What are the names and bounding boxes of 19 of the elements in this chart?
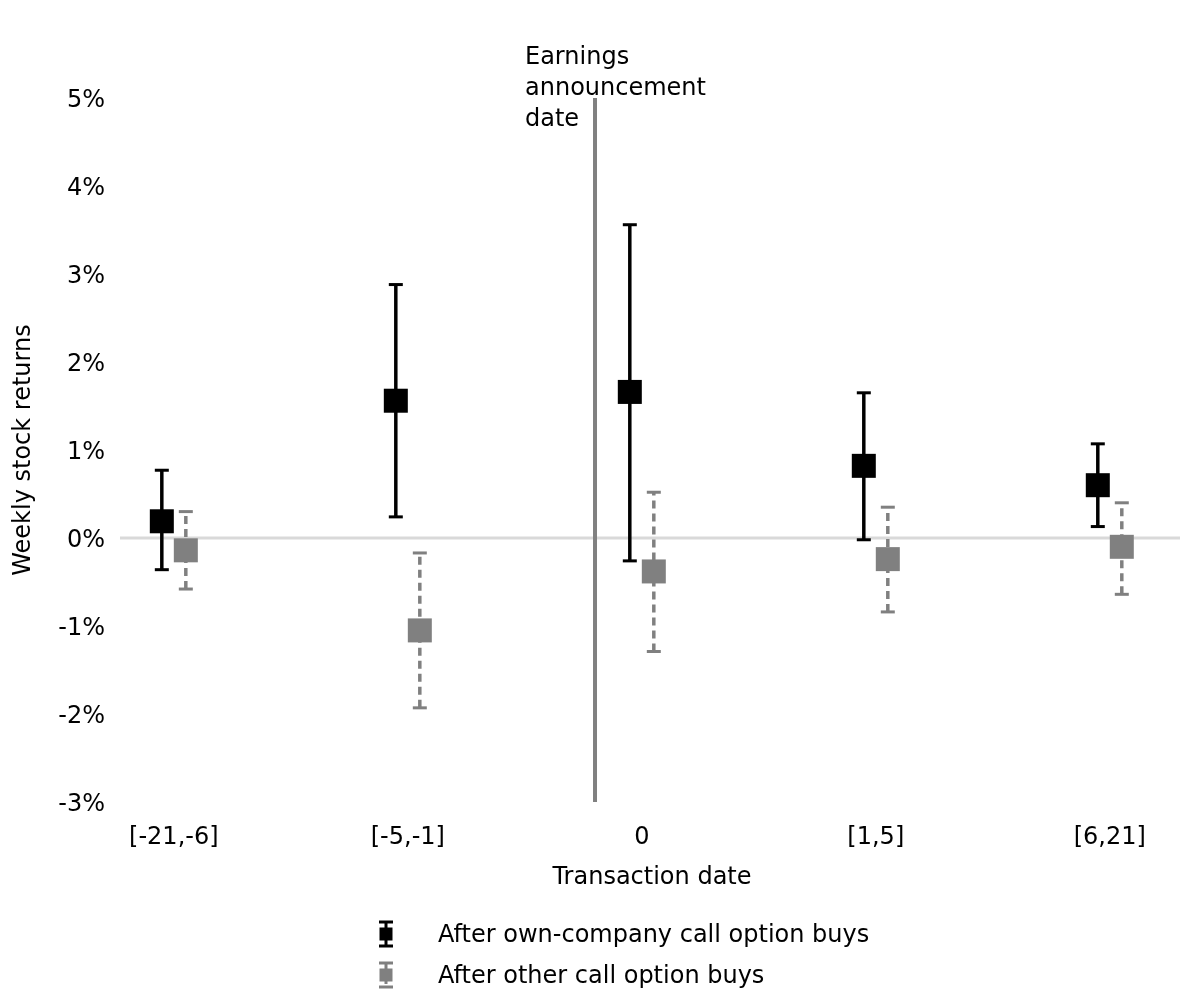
y-tick-label: 2% — [66, 349, 105, 377]
y-tick-label: -1% — [58, 613, 105, 641]
y-axis-title: Weekly stock returns — [8, 324, 36, 576]
x-tick-label: [6,21] — [1073, 822, 1146, 850]
y-tick-label: -2% — [58, 701, 105, 729]
x-tick-label: [-5,-1] — [370, 822, 445, 850]
annotation: Earnings announcement date — [525, 42, 706, 132]
x-tick-label: [-21,-6] — [129, 822, 219, 850]
legend-label: After own-company call option buys — [438, 920, 870, 948]
x-tick-label: [1,5] — [847, 822, 905, 850]
x-tick-label: 0 — [634, 822, 650, 850]
y-tick-label: 3% — [66, 261, 105, 289]
y-tick-label: 4% — [66, 173, 105, 201]
legend-label: After other call option buys — [438, 961, 765, 989]
y-tick-label: -3% — [58, 789, 105, 817]
y-tick-label: 0% — [66, 525, 105, 553]
y-tick-label: 1% — [66, 437, 105, 465]
y-tick-label: 5% — [66, 85, 105, 113]
x-axis-title: Transaction date — [551, 862, 752, 890]
